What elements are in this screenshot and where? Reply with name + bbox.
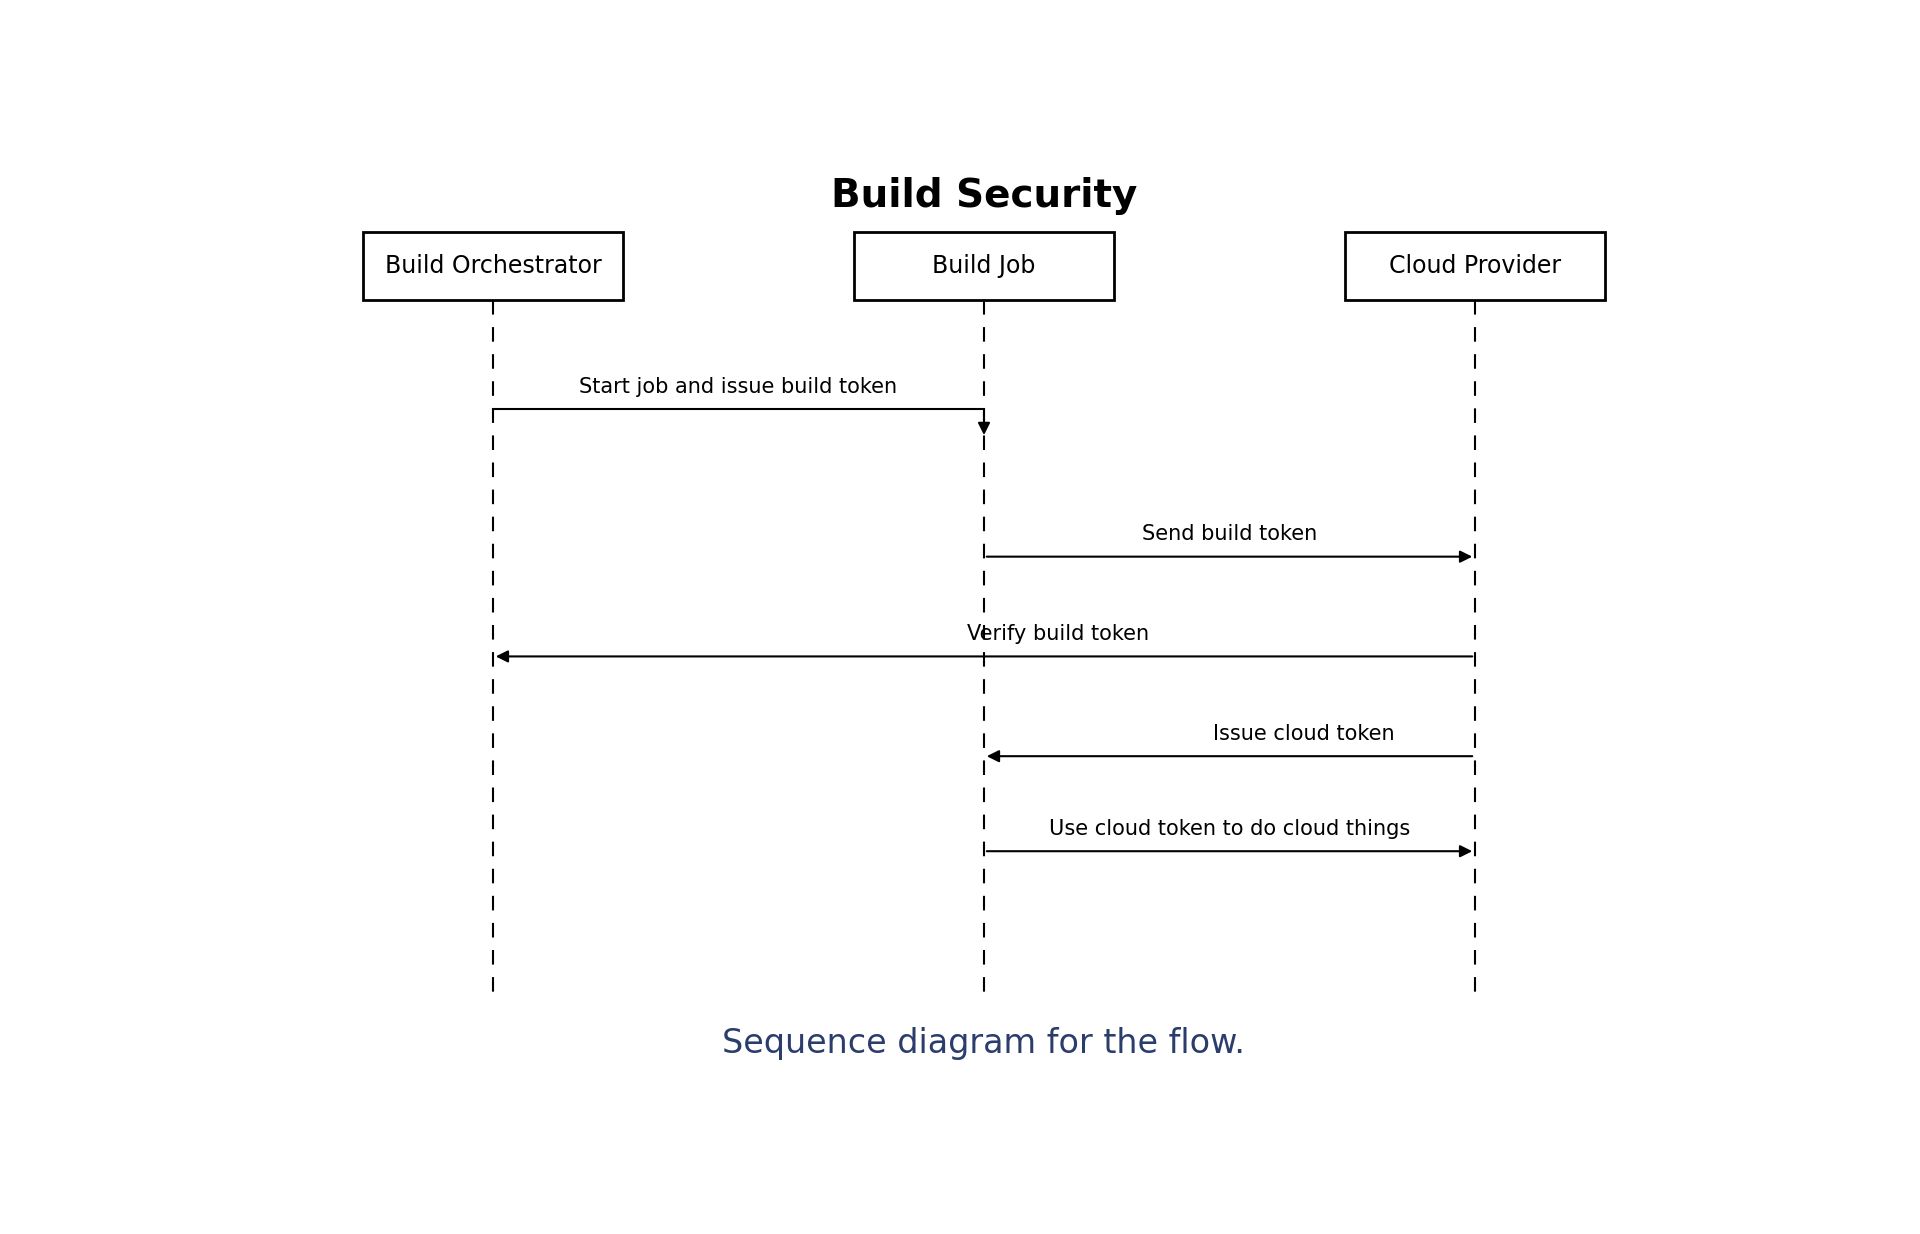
- Text: Use cloud token to do cloud things: Use cloud token to do cloud things: [1048, 819, 1409, 839]
- Text: Build Job: Build Job: [933, 254, 1035, 278]
- Text: Issue cloud token: Issue cloud token: [1213, 724, 1394, 744]
- Text: Verify build token: Verify build token: [968, 624, 1150, 644]
- Text: Cloud Provider: Cloud Provider: [1388, 254, 1561, 278]
- Text: Sequence diagram for the flow.: Sequence diagram for the flow.: [722, 1027, 1246, 1060]
- Text: Send build token: Send build token: [1142, 524, 1317, 544]
- Text: Build Security: Build Security: [831, 176, 1137, 215]
- Text: Build Orchestrator: Build Orchestrator: [384, 254, 601, 278]
- Text: Start job and issue build token: Start job and issue build token: [580, 378, 897, 397]
- Bar: [363, 232, 624, 300]
- Bar: [854, 232, 1114, 300]
- Bar: [1344, 232, 1605, 300]
